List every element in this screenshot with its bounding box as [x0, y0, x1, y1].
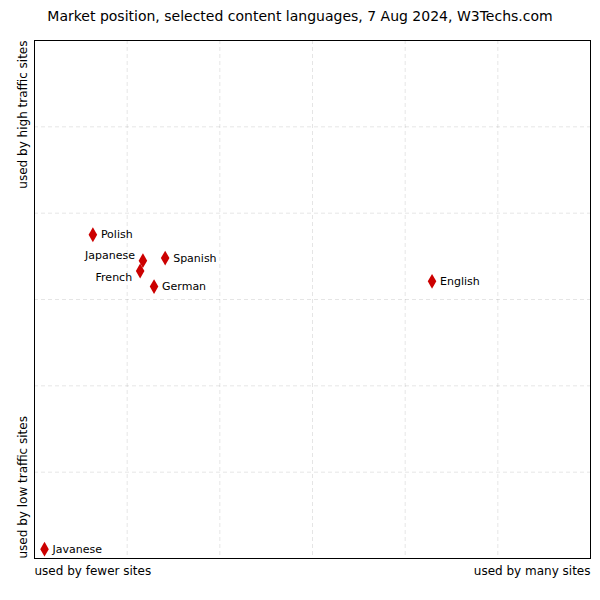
svg-text:Polish: Polish: [101, 228, 133, 241]
svg-text:used by fewer sites: used by fewer sites: [35, 564, 152, 578]
svg-text:Spanish: Spanish: [173, 252, 216, 265]
svg-text:used by low traffic sites: used by low traffic sites: [16, 416, 30, 558]
svg-text:English: English: [440, 275, 480, 288]
svg-text:German: German: [162, 280, 206, 293]
svg-text:French: French: [96, 271, 133, 284]
html-text:Market position, selected cont: Market position, selected content langua…: [47, 8, 553, 24]
svg-text:used by many sites: used by many sites: [474, 564, 591, 578]
svg-text:Japanese: Japanese: [84, 249, 135, 262]
svg-text:Javanese: Javanese: [52, 543, 103, 556]
svg-text:used by high traffic sites: used by high traffic sites: [16, 41, 30, 189]
